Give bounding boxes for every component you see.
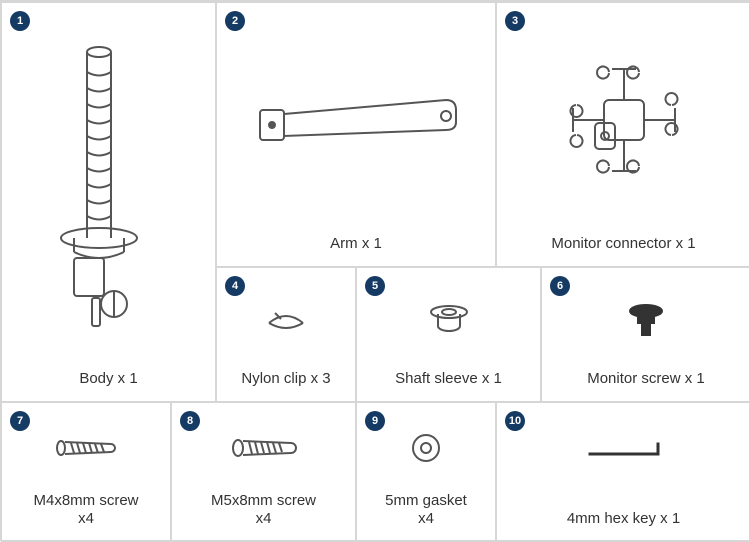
part-number-badge: 10 bbox=[505, 411, 525, 431]
part-cell-body: 1 bbox=[1, 2, 216, 402]
sleeve-icon bbox=[363, 274, 534, 366]
part-number-badge: 8 bbox=[180, 411, 200, 431]
part-label: 4mm hex key x 1 bbox=[567, 510, 680, 529]
vesa-icon bbox=[503, 9, 744, 231]
part-cell-vesa: 3 Monitor connector x 1 bbox=[496, 2, 750, 267]
part-label: Shaft sleeve x 1 bbox=[395, 370, 502, 389]
part-label: Body x 1 bbox=[79, 370, 137, 389]
monitor-screw-icon bbox=[548, 274, 744, 366]
part-cell-gasket: 9 5mm gasket x4 bbox=[356, 402, 496, 542]
part-number-badge: 1 bbox=[10, 11, 30, 31]
part-label: Monitor connector x 1 bbox=[551, 235, 695, 254]
body-icon bbox=[8, 9, 209, 366]
part-label: M4x8mm screw x4 bbox=[33, 492, 138, 530]
part-number-badge: 4 bbox=[225, 276, 245, 296]
part-label: 5mm gasket x4 bbox=[385, 492, 467, 530]
part-cell-arm: 2 Arm x 1 bbox=[216, 2, 496, 267]
part-cell-clip: 4 Nylon clip x 3 bbox=[216, 267, 356, 402]
arm-icon bbox=[223, 9, 489, 231]
part-number-badge: 2 bbox=[225, 11, 245, 31]
part-cell-sleeve: 5 Shaft sleeve x 1 bbox=[356, 267, 541, 402]
part-label: M5x8mm screw x4 bbox=[211, 492, 316, 530]
screw-icon bbox=[8, 409, 164, 488]
screw-icon bbox=[178, 409, 349, 488]
part-number-badge: 3 bbox=[505, 11, 525, 31]
part-cell-monitor-screw: 6 Monitor screw x 1 bbox=[541, 267, 750, 402]
part-number-badge: 9 bbox=[365, 411, 385, 431]
parts-diagram: 1 bbox=[0, 0, 750, 541]
part-label: Nylon clip x 3 bbox=[241, 370, 330, 389]
part-cell-m4-screw: 7 M4x8mm screw x4 bbox=[1, 402, 171, 542]
part-number-badge: 5 bbox=[365, 276, 385, 296]
part-number-badge: 6 bbox=[550, 276, 570, 296]
part-label: Arm x 1 bbox=[330, 235, 382, 254]
hex-key-icon bbox=[503, 409, 744, 506]
part-number-badge: 7 bbox=[10, 411, 30, 431]
part-cell-m5-screw: 8 M5x8mm screw x4 bbox=[171, 402, 356, 542]
part-label: Monitor screw x 1 bbox=[587, 370, 705, 389]
part-cell-hex-key: 10 4mm hex key x 1 bbox=[496, 402, 750, 542]
